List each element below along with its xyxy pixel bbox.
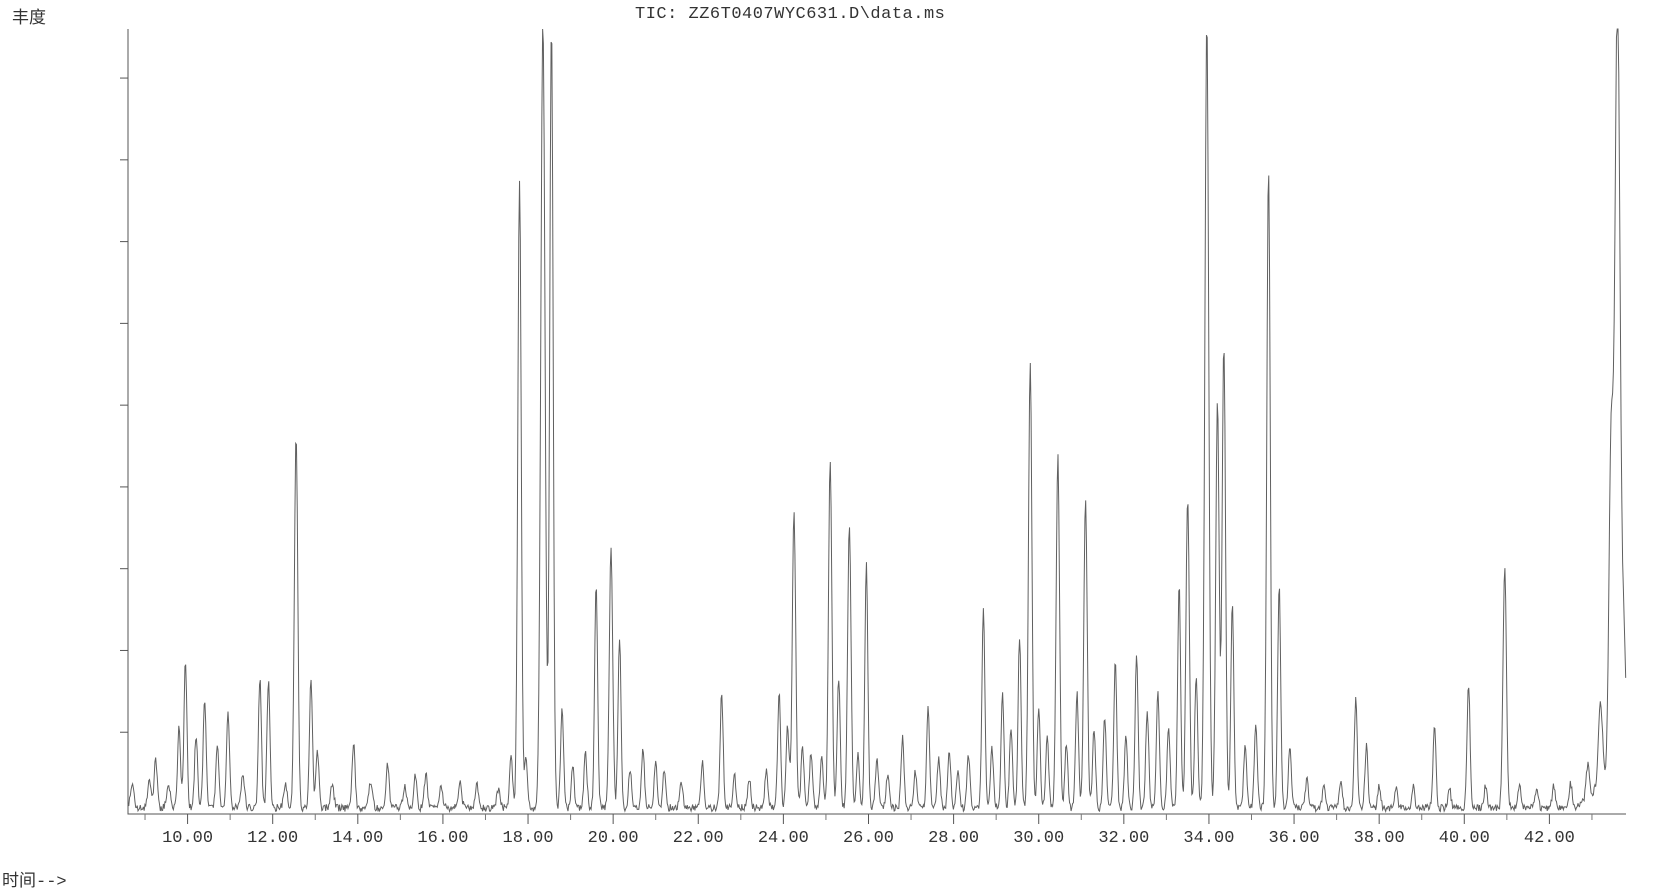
svg-text:34.00: 34.00 <box>1183 829 1234 848</box>
chart-title: TIC: ZZ6T0407WYC631.D\data.ms <box>635 5 945 24</box>
svg-text:28.00: 28.00 <box>928 829 979 848</box>
svg-text:38.00: 38.00 <box>1354 829 1405 848</box>
svg-text:16.00: 16.00 <box>417 829 468 848</box>
svg-text:36.00: 36.00 <box>1269 829 1320 848</box>
svg-text:26.00: 26.00 <box>843 829 894 848</box>
svg-text:22.00: 22.00 <box>673 829 724 848</box>
svg-text:24.00: 24.00 <box>758 829 809 848</box>
plot-area: 2000004000006000008000001000000120000014… <box>120 25 1630 850</box>
svg-text:14.00: 14.00 <box>332 829 383 848</box>
svg-text:20.00: 20.00 <box>588 829 639 848</box>
svg-text:18.00: 18.00 <box>503 829 554 848</box>
x-axis-title: 时间--> <box>2 866 67 892</box>
svg-text:30.00: 30.00 <box>1013 829 1064 848</box>
y-axis-title: 丰度 <box>12 3 46 29</box>
chart-container: 丰度 TIC: ZZ6T0407WYC631.D\data.ms 时间--> 2… <box>0 0 1655 896</box>
chromatogram-svg: 2000004000006000008000001000000120000014… <box>120 25 1630 850</box>
svg-text:10.00: 10.00 <box>162 829 213 848</box>
svg-text:12.00: 12.00 <box>247 829 298 848</box>
svg-text:42.00: 42.00 <box>1524 829 1575 848</box>
svg-text:40.00: 40.00 <box>1439 829 1490 848</box>
svg-text:32.00: 32.00 <box>1098 829 1149 848</box>
